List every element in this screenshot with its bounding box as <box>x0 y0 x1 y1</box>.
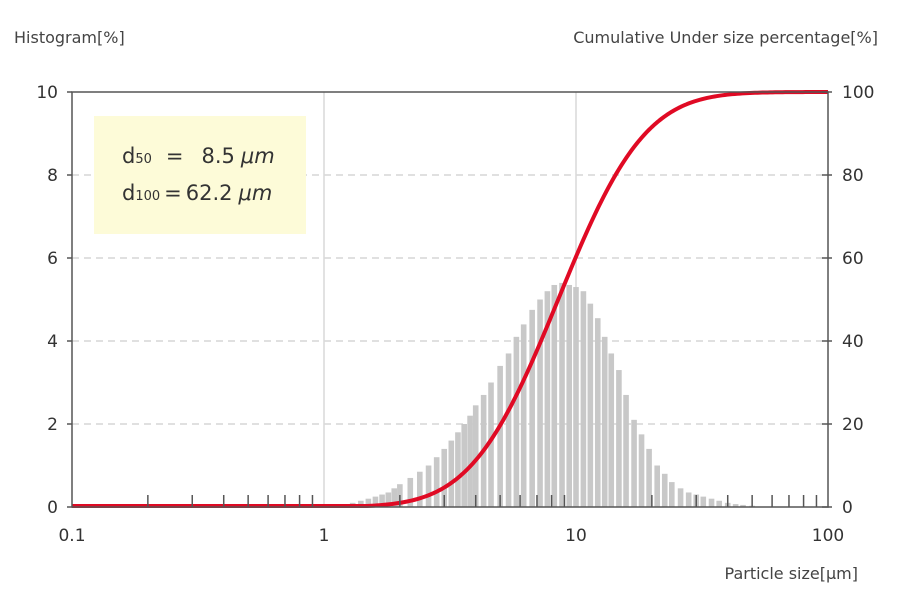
histogram-bar-26 <box>537 299 543 507</box>
histogram-bar-32 <box>580 291 587 507</box>
histogram-bar-28 <box>551 284 558 507</box>
cumulative-curve <box>72 90 828 508</box>
histogram-bar-45 <box>677 488 684 507</box>
histogram-bar-50 <box>716 500 722 507</box>
right-y-tick-label-4: 80 <box>842 166 864 186</box>
x-tick-label-2: 10 <box>565 526 587 546</box>
left-y-tick-label-4: 8 <box>47 166 58 186</box>
left-y-tick-label-5: 10 <box>36 83 58 103</box>
histogram-bar-14 <box>448 440 455 507</box>
histogram-bar-33 <box>587 303 594 507</box>
histogram-bar-42 <box>654 465 660 507</box>
histogram-bar-40 <box>638 434 645 507</box>
histogram-bar-49 <box>708 498 715 507</box>
histogram-bar-18 <box>472 405 479 507</box>
left-y-tick-label-3: 6 <box>47 249 58 269</box>
histogram-bars <box>341 282 755 507</box>
x-axis-title: Particle size[μm] <box>724 564 858 583</box>
x-tick-label-3: 100 <box>812 526 844 546</box>
annotation-d100: d100 = 62.2 μm <box>122 181 272 205</box>
cumulative-curve-layer <box>72 90 828 508</box>
right-y-tick-label-2: 40 <box>842 332 864 352</box>
histogram-bar-37 <box>616 370 622 507</box>
histogram-bar-20 <box>488 382 494 507</box>
histogram-bar-2 <box>358 500 364 507</box>
right-y-tick-label-3: 60 <box>842 249 864 269</box>
plot-frame <box>71 91 829 508</box>
histogram-bar-23 <box>513 336 520 507</box>
left-y-tick-label-1: 2 <box>47 415 58 435</box>
histogram-bar-38 <box>623 394 629 507</box>
x-tick-label-0: 0.1 <box>58 526 85 546</box>
x-tick-label-1: 1 <box>319 526 330 546</box>
annotation-background <box>94 116 306 234</box>
left-y-axis: 0 2 4 6 8 10 <box>36 83 72 518</box>
annotation-box: d50 = 8.5 μm d100 = 62.2 μm <box>94 116 306 234</box>
histogram-bar-16 <box>461 424 467 507</box>
right-y-tick-label-5: 100 <box>842 83 874 103</box>
histogram-bar-39 <box>631 419 637 507</box>
histogram-bar-46 <box>685 492 692 507</box>
histogram-bar-24 <box>520 324 527 507</box>
histogram-bar-34 <box>594 318 601 507</box>
histogram-bar-53 <box>740 504 746 507</box>
histogram-bar-21 <box>497 365 503 507</box>
histogram-bar-22 <box>505 353 512 507</box>
histogram-bar-9 <box>407 477 414 507</box>
x-axis: 0.1 1 10 100 <box>58 526 844 546</box>
histogram-bar-6 <box>385 492 392 507</box>
histogram-bar-15 <box>455 432 461 507</box>
grid <box>72 92 828 507</box>
right-y-tick-label-0: 0 <box>842 498 853 518</box>
right-y-tick-label-1: 20 <box>842 415 864 435</box>
histogram-bar-43 <box>661 473 668 507</box>
histogram-bar-31 <box>573 287 579 507</box>
histogram-bar-25 <box>529 309 535 507</box>
annotation-d50: d50 = 8.5 μm <box>122 144 275 168</box>
left-y-tick-label-2: 4 <box>47 332 58 352</box>
histogram-bar-44 <box>669 482 675 507</box>
histogram-bar-27 <box>544 291 551 507</box>
histogram-bar-35 <box>601 336 608 507</box>
left-axis-title: Histogram[%] <box>14 28 125 47</box>
histogram-bar-30 <box>566 284 573 507</box>
histogram-bar-17 <box>467 415 473 507</box>
histogram-bar-29 <box>559 282 565 507</box>
right-axis-title: Cumulative Under size percentage[%] <box>573 28 878 47</box>
histogram-bar-7 <box>391 488 398 507</box>
histogram-bar-13 <box>441 448 448 507</box>
histogram-bar-48 <box>700 496 707 507</box>
left-y-tick-label-0: 0 <box>47 498 58 518</box>
histogram-bar-3 <box>365 498 372 507</box>
histogram-bar-52 <box>732 504 739 507</box>
histogram-bar-36 <box>608 353 615 507</box>
histogram-bar-12 <box>433 457 440 507</box>
histogram-bar-4 <box>372 496 379 507</box>
histogram-bar-10 <box>417 471 423 507</box>
histogram-bar-41 <box>646 448 652 507</box>
histogram-bar-5 <box>379 494 385 507</box>
histogram-bar-11 <box>425 465 432 507</box>
minor-ticks <box>147 495 818 507</box>
right-y-axis: 0 20 40 60 80 100 <box>822 83 874 518</box>
